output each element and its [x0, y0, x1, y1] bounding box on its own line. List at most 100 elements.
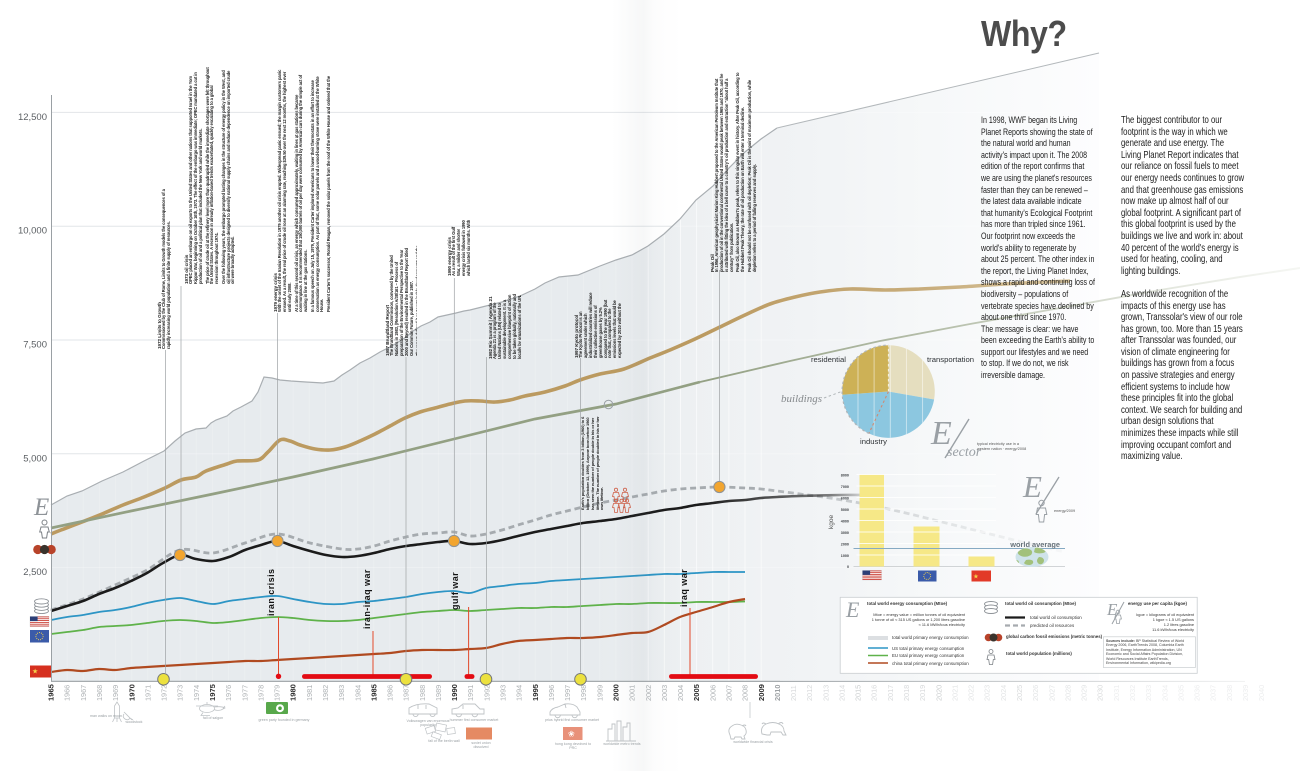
svg-text:12,500: 12,500: [18, 112, 47, 123]
svg-text:1999: 1999: [595, 685, 604, 701]
svg-text:1993: 1993: [499, 685, 508, 701]
svg-text:2014: 2014: [838, 685, 847, 701]
svg-text:4000: 4000: [841, 520, 849, 524]
svg-text:world average: world average: [1009, 540, 1060, 549]
svg-text:2027: 2027: [1047, 685, 1056, 701]
svg-text:2021: 2021: [950, 685, 959, 701]
svg-text:1987: 1987: [402, 685, 411, 701]
svg-text:energy/2009: energy/2009: [1054, 509, 1075, 513]
svg-text:1975: 1975: [208, 683, 217, 701]
svg-text:2030: 2030: [1096, 685, 1105, 701]
svg-text:2008: 2008: [741, 685, 750, 701]
svg-text:1995: 1995: [531, 683, 540, 701]
svg-text:1989: 1989: [434, 685, 443, 701]
svg-text:1979: 1979: [273, 685, 282, 701]
svg-text:2,500: 2,500: [23, 567, 47, 578]
svg-text:E: E: [33, 494, 49, 521]
svg-text:2005: 2005: [692, 683, 701, 701]
svg-text:2012: 2012: [805, 685, 814, 701]
svg-text:2028: 2028: [1063, 685, 1072, 701]
svg-text:8000: 8000: [841, 474, 849, 478]
svg-text:3000: 3000: [841, 531, 849, 535]
svg-text:2032: 2032: [1128, 685, 1137, 701]
svg-text:2020: 2020: [934, 685, 943, 701]
svg-text:7,500: 7,500: [23, 340, 47, 351]
svg-text:2029: 2029: [1080, 685, 1089, 701]
svg-text:1982: 1982: [321, 685, 330, 701]
svg-text:1971: 1971: [143, 685, 152, 701]
svg-text:10,000: 10,000: [18, 226, 47, 237]
svg-text:2040: 2040: [1257, 685, 1266, 701]
svg-text:residential: residential: [811, 355, 846, 364]
svg-text:2035: 2035: [1176, 685, 1185, 701]
svg-text:E: E: [930, 415, 952, 452]
svg-text:2016: 2016: [870, 685, 879, 701]
svg-text:1980: 1980: [289, 684, 298, 701]
svg-text:1967: 1967: [79, 685, 88, 701]
svg-text:industry: industry: [860, 437, 887, 446]
svg-text:1983: 1983: [337, 685, 346, 701]
svg-text:1968: 1968: [95, 685, 104, 701]
svg-text:2001: 2001: [628, 685, 637, 701]
svg-text:2022: 2022: [967, 685, 976, 701]
svg-text:1974: 1974: [192, 685, 201, 701]
svg-text:2004: 2004: [676, 685, 685, 701]
svg-text:2023: 2023: [983, 685, 992, 701]
svg-text:2026: 2026: [1031, 685, 1040, 701]
svg-text:2017: 2017: [886, 685, 895, 701]
svg-text:5000: 5000: [841, 508, 849, 512]
svg-text:1966: 1966: [63, 685, 72, 701]
svg-text:❀: ❀: [568, 730, 575, 739]
svg-text:1991: 1991: [466, 685, 475, 701]
svg-text:1000: 1000: [841, 554, 849, 558]
svg-text:2019: 2019: [918, 685, 927, 701]
svg-text:E: E: [845, 597, 860, 622]
svg-text:5,000: 5,000: [23, 453, 47, 464]
svg-text:1970: 1970: [127, 684, 136, 701]
svg-text:2000: 2000: [841, 543, 849, 547]
svg-text:2006: 2006: [708, 685, 717, 701]
svg-text:1969: 1969: [111, 685, 120, 701]
svg-text:2031: 2031: [1112, 685, 1121, 701]
svg-text:0: 0: [847, 565, 849, 569]
svg-text:1994: 1994: [515, 685, 524, 701]
svg-text:1996: 1996: [547, 685, 556, 701]
svg-text:E: E: [1022, 469, 1042, 504]
svg-text:1986: 1986: [386, 685, 395, 701]
svg-text:2025: 2025: [1015, 685, 1024, 701]
svg-text:1992: 1992: [482, 685, 491, 701]
svg-text:2007: 2007: [725, 685, 734, 701]
svg-text:1965: 1965: [47, 683, 56, 701]
svg-text:sector: sector: [947, 445, 982, 460]
svg-text:2036: 2036: [1193, 685, 1202, 701]
svg-text:1984: 1984: [353, 685, 362, 701]
svg-text:typical electricity use in a: typical electricity use in a: [977, 442, 1020, 446]
svg-text:1977: 1977: [240, 685, 249, 701]
svg-text:2015: 2015: [854, 685, 863, 701]
svg-text:2037: 2037: [1209, 685, 1218, 701]
svg-text:2013: 2013: [821, 685, 830, 701]
svg-text:2018: 2018: [902, 685, 911, 701]
svg-text:6000: 6000: [841, 497, 849, 501]
svg-text:★: ★: [973, 573, 979, 581]
svg-text:E: E: [1106, 600, 1118, 619]
svg-text:1976: 1976: [224, 685, 233, 701]
svg-text:2003: 2003: [660, 685, 669, 701]
svg-text:transportation: transportation: [927, 355, 974, 364]
svg-text:1978: 1978: [256, 685, 265, 701]
svg-text:1998: 1998: [579, 685, 588, 701]
svg-text:kgoe: kgoe: [828, 515, 835, 529]
svg-text:buildings: buildings: [781, 393, 822, 405]
svg-text:2010: 2010: [773, 685, 782, 701]
svg-text:2033: 2033: [1144, 685, 1153, 701]
svg-text:2002: 2002: [644, 685, 653, 701]
svg-text:1972: 1972: [160, 685, 169, 701]
svg-text:1997: 1997: [563, 685, 572, 701]
svg-text:1988: 1988: [418, 685, 427, 701]
svg-text:western nation · energy/2008: western nation · energy/2008: [977, 447, 1026, 451]
svg-text:1990: 1990: [450, 684, 459, 701]
svg-text:2034: 2034: [1160, 685, 1169, 701]
svg-text:2024: 2024: [999, 685, 1008, 701]
svg-text:2011: 2011: [789, 685, 798, 701]
svg-text:1981: 1981: [305, 685, 314, 701]
